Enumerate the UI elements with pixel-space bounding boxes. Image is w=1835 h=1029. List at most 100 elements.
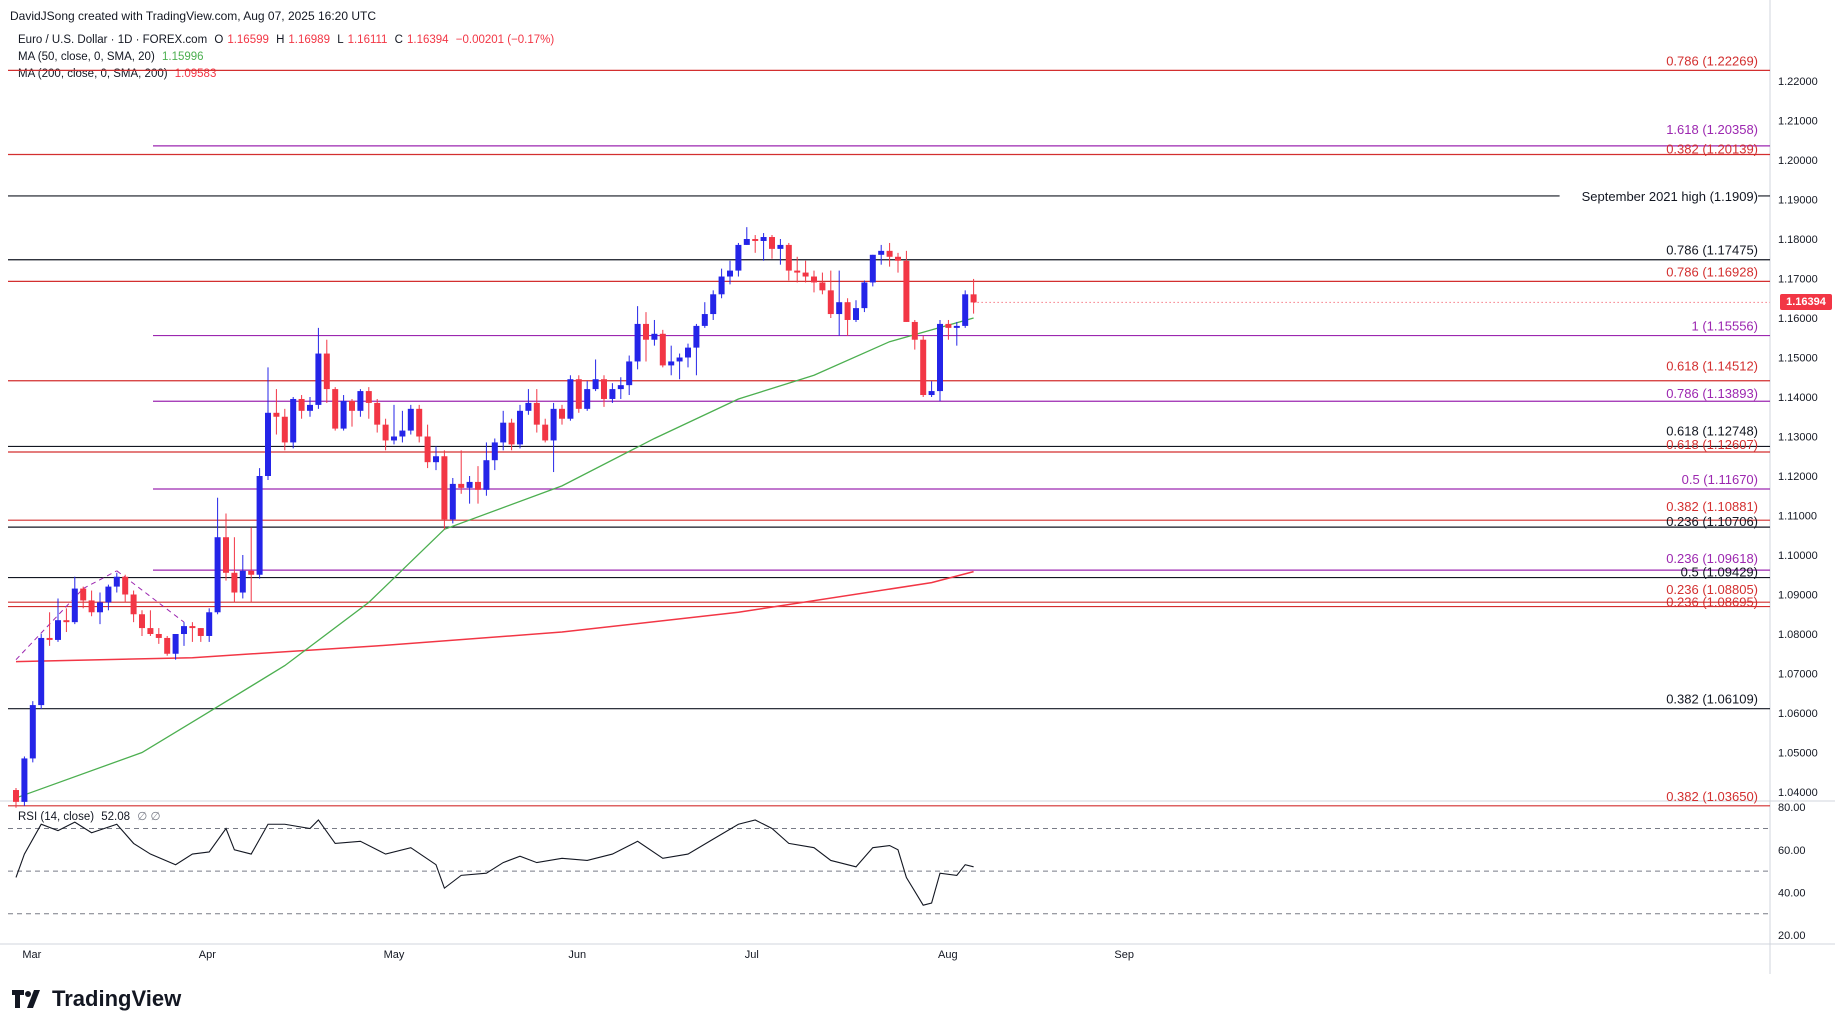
candle-body [533, 402, 540, 425]
candle-body [38, 637, 45, 706]
candle [844, 298, 851, 336]
candle [752, 235, 759, 253]
candle-body [147, 628, 154, 634]
candle [365, 387, 372, 419]
rsi-legend: RSI (14, close) 52.08 ∅ ∅ [18, 809, 164, 823]
candle-body [869, 254, 876, 283]
candle-body [659, 333, 666, 366]
fib-level-label: 0.786 (1.13893) [1666, 386, 1758, 401]
fib-level-text: 0.618 (1.12748) [1666, 423, 1758, 438]
candle-body [332, 389, 339, 429]
candle-body [743, 239, 750, 245]
candle [575, 375, 582, 413]
candle-body [903, 260, 910, 322]
candle-body [517, 410, 523, 445]
candle [659, 329, 666, 368]
candle [273, 389, 280, 435]
fib-level-label: 0.236 (1.09618) [1666, 551, 1758, 566]
candle-body [836, 302, 843, 315]
candle-body [164, 637, 171, 654]
candle [794, 256, 801, 283]
fib-level-label: 0.618 (1.12748) [1666, 423, 1758, 438]
candle-body [567, 379, 574, 419]
candle-body [853, 308, 859, 320]
price-tick-label: 1.04000 [1778, 787, 1818, 799]
fib-level-label: 0.5 (1.11670) [1682, 472, 1758, 487]
fib-level-text: 0.236 (1.08805) [1666, 582, 1758, 597]
last-price-badge: 1.16394 [1780, 294, 1832, 311]
candle-body [391, 436, 397, 441]
candle [382, 418, 389, 451]
candle [853, 300, 859, 322]
candle [307, 397, 313, 417]
candle [63, 608, 70, 633]
candle-body [643, 323, 649, 340]
fib-level-text: 0.236 (1.10706) [1666, 514, 1758, 529]
candle [727, 260, 733, 285]
candle-body [626, 361, 633, 386]
price-tick-label: 1.06000 [1778, 708, 1818, 720]
price-tick-label: 1.08000 [1778, 629, 1818, 641]
brand-name: TradingView [52, 986, 182, 1011]
candle-body [248, 570, 255, 575]
price-tick-label: 1.19000 [1778, 195, 1818, 207]
candle-body [298, 398, 305, 411]
candle [617, 377, 624, 399]
candle-body [206, 612, 213, 636]
candle-body [21, 758, 28, 802]
candle-body [542, 424, 549, 441]
candle-body [617, 385, 624, 390]
candle [155, 628, 162, 644]
fib-level-text: 0.236 (1.09618) [1666, 551, 1758, 566]
candle-body [88, 600, 95, 613]
candle-body [525, 402, 532, 411]
candle-body [281, 416, 288, 443]
candle-body [357, 391, 364, 411]
fib-level-label: September 2021 high (1.1909) [1559, 186, 1758, 204]
fib-level-label: 0.236 (1.08695) [1666, 595, 1758, 610]
fib-level-text: September 2021 high (1.1909) [1582, 189, 1758, 204]
candle-body [189, 626, 196, 629]
candle [760, 233, 767, 261]
candle [836, 270, 843, 336]
candle [962, 290, 969, 328]
fib-level-label: 0.382 (1.10881) [1666, 499, 1758, 514]
candle-body [785, 244, 792, 271]
candle-body [315, 353, 322, 405]
time-axis-label: May [384, 949, 405, 961]
price-tick-label: 1.20000 [1778, 155, 1818, 167]
candle [46, 612, 53, 646]
candle [265, 367, 271, 480]
candle [685, 343, 691, 368]
price-tick-label: 1.16000 [1778, 313, 1818, 325]
time-axis-label: Aug [938, 949, 958, 961]
candle-body [500, 422, 507, 443]
candle [349, 398, 355, 427]
candle-body [550, 408, 557, 441]
fib-level-text: 0.786 (1.13893) [1666, 386, 1758, 401]
candle [147, 610, 154, 636]
candle [71, 576, 78, 625]
candle [743, 227, 750, 245]
candle [811, 270, 817, 293]
candle-body [794, 270, 801, 273]
candle-body [718, 276, 725, 295]
candle [567, 375, 574, 421]
candle-body [466, 481, 473, 488]
time-axis-label: Apr [199, 949, 216, 961]
candle [433, 446, 439, 471]
candle [903, 250, 910, 322]
candle [718, 268, 725, 299]
candle-body [122, 576, 129, 595]
candle-body [256, 476, 263, 575]
candle [181, 622, 187, 646]
candle-body [559, 408, 565, 419]
candle-body [63, 620, 70, 623]
ohlc-open: O 1.16599 [214, 34, 269, 46]
candle [357, 389, 364, 417]
candle-body [962, 294, 969, 326]
tradingview-logo-icon [12, 990, 40, 1008]
candle [769, 235, 775, 259]
fib-level-text: 0.786 (1.17475) [1666, 243, 1758, 258]
